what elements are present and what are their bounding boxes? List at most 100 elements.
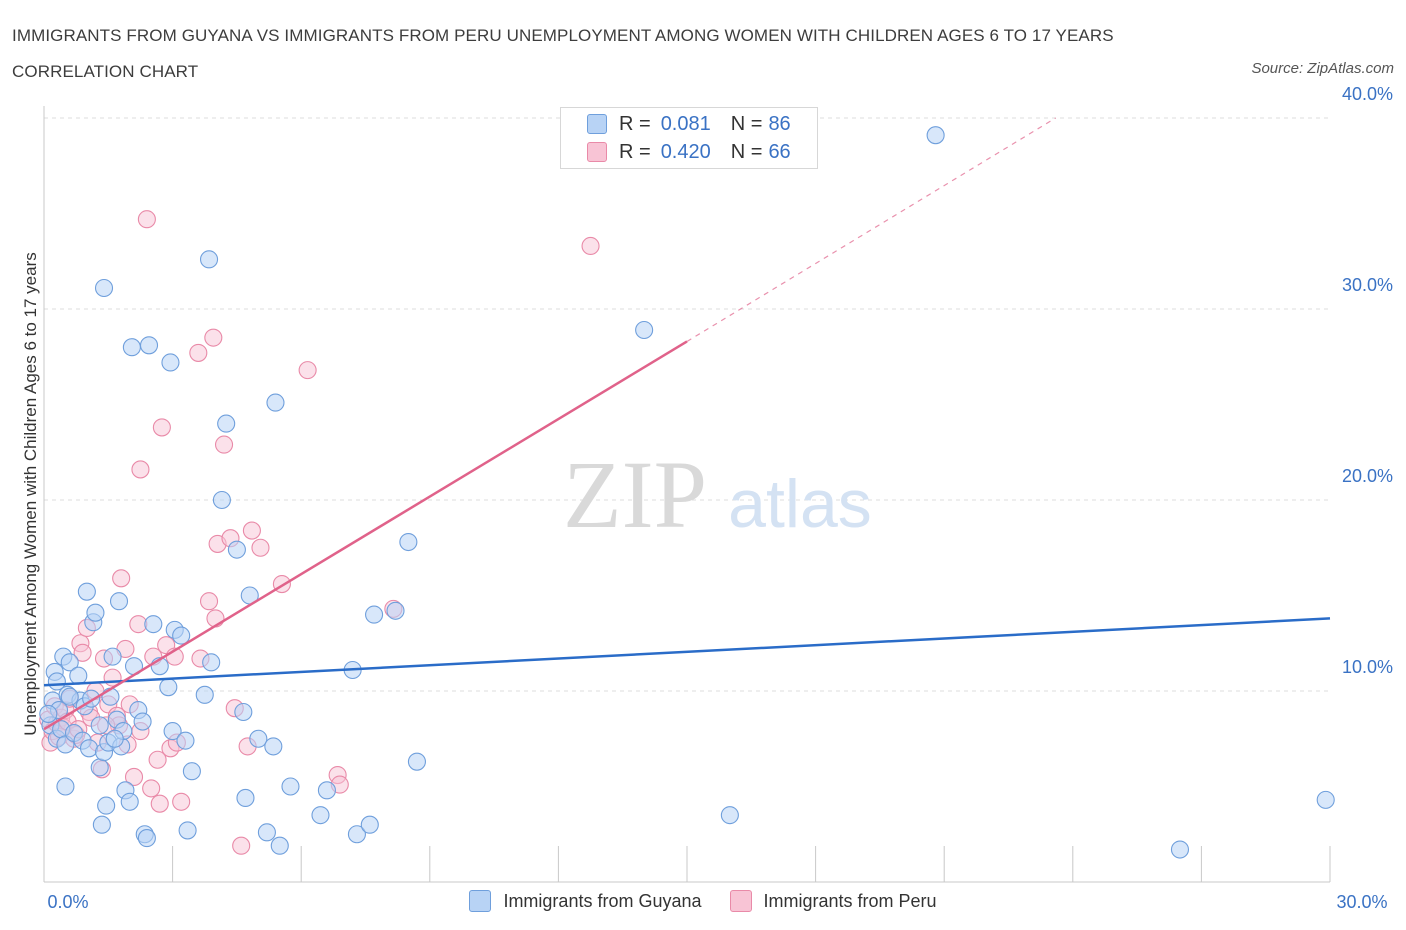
point-peru [189, 343, 208, 362]
point-peru [298, 361, 317, 380]
x-tick-label: 0.0% [47, 892, 88, 912]
point-peru [152, 418, 171, 437]
chart-title: IMMIGRANTS FROM GUYANA VS IMMIGRANTS FRO… [12, 26, 1114, 81]
point-guyana [202, 653, 221, 672]
point-guyana [94, 278, 114, 298]
point-guyana [105, 729, 124, 748]
y-tick-label: 40.0% [1342, 84, 1393, 104]
point-peru [131, 460, 150, 479]
point-guyana [77, 582, 96, 601]
point-guyana [217, 414, 236, 433]
point-guyana [360, 815, 379, 834]
point-guyana [365, 605, 384, 624]
trend-line-peru [43, 340, 688, 731]
peru-swatch [729, 890, 752, 912]
legend-label-guyana: Immigrants from Guyana [503, 890, 702, 911]
point-guyana [635, 320, 654, 340]
point-guyana [92, 815, 111, 834]
point-guyana [60, 687, 79, 706]
point-guyana [144, 615, 163, 634]
stats-row-guyana: R = 0.081 N = 86 [587, 112, 791, 136]
point-peru [142, 779, 161, 798]
point-guyana [79, 739, 99, 758]
stats-legend: R = 0.081 N = 86 R = 0.420 N = 66 [560, 107, 818, 169]
point-guyana [69, 666, 88, 685]
point-guyana [407, 752, 426, 771]
point-guyana [60, 653, 79, 672]
axes [43, 106, 1331, 883]
point-guyana [399, 532, 418, 552]
point-peru [137, 210, 156, 229]
trend-line-guyana [43, 617, 1331, 687]
point-guyana [234, 702, 253, 722]
legend-item-guyana: Immigrants from Guyana [469, 890, 702, 912]
legend-label-peru: Immigrants from Peru [763, 890, 937, 911]
point-peru [581, 236, 600, 256]
point-peru [150, 794, 169, 813]
point-guyana [159, 678, 178, 697]
point-peru [73, 643, 92, 662]
point-peru [129, 615, 148, 634]
trend-line-peru-extension [686, 117, 1056, 342]
point-peru [148, 750, 167, 769]
n-value: 66 [768, 140, 791, 163]
point-peru [204, 328, 223, 347]
peru-swatch [587, 142, 607, 162]
guyana-swatch [469, 890, 492, 912]
point-peru [124, 767, 144, 787]
tick-labels: 10.0% 20.0% 30.0% 40.0% 0.0% 30.0% [47, 84, 1393, 912]
point-guyana [133, 712, 152, 731]
point-guyana [56, 777, 75, 796]
watermark: ZIP atlas [563, 441, 872, 548]
point-guyana [101, 687, 120, 706]
r-value: 0.081 [660, 112, 711, 135]
series-guyana [39, 126, 1335, 859]
point-guyana [182, 762, 201, 781]
point-guyana [270, 836, 289, 855]
point-guyana [311, 806, 330, 825]
watermark-zip: ZIP [563, 441, 707, 548]
point-guyana [1316, 790, 1335, 809]
n-label: N = [730, 140, 763, 163]
point-guyana [90, 758, 109, 777]
point-guyana [386, 601, 405, 620]
point-guyana [720, 806, 739, 825]
point-guyana [195, 685, 214, 704]
guyana-swatch [587, 114, 607, 134]
point-guyana [137, 829, 156, 848]
point-guyana [172, 626, 191, 645]
series-peru [39, 210, 600, 855]
y-tick-label: 10.0% [1342, 657, 1393, 677]
legend-item-peru: Immigrants from Peru [729, 890, 937, 912]
y-tick-label: 30.0% [1342, 275, 1393, 295]
point-guyana [227, 540, 246, 559]
r-label: R = [619, 140, 651, 163]
gridlines [44, 117, 1330, 692]
n-value: 86 [768, 112, 791, 135]
stats-row-peru: R = 0.420 N = 66 [587, 140, 791, 164]
point-guyana [163, 722, 182, 741]
point-guyana [176, 731, 195, 750]
point-guyana [90, 716, 109, 735]
point-guyana [178, 821, 197, 840]
point-peru [112, 569, 131, 588]
n-label: N = [730, 112, 763, 135]
point-peru [199, 592, 219, 611]
point-guyana [199, 250, 219, 269]
point-guyana [97, 796, 116, 815]
point-guyana [103, 647, 122, 666]
point-guyana [122, 338, 141, 357]
point-guyana [109, 592, 129, 611]
point-guyana [212, 490, 231, 510]
point-peru [242, 521, 261, 540]
point-guyana [347, 825, 366, 844]
point-guyana [264, 737, 283, 756]
point-guyana [266, 393, 285, 412]
point-guyana [257, 823, 276, 842]
point-guyana [161, 353, 180, 372]
point-guyana [139, 336, 159, 355]
point-guyana [926, 126, 945, 145]
point-guyana [317, 781, 336, 800]
source-label: Source: ZipAtlas.com [1251, 60, 1394, 77]
r-value: 0.420 [660, 140, 711, 163]
